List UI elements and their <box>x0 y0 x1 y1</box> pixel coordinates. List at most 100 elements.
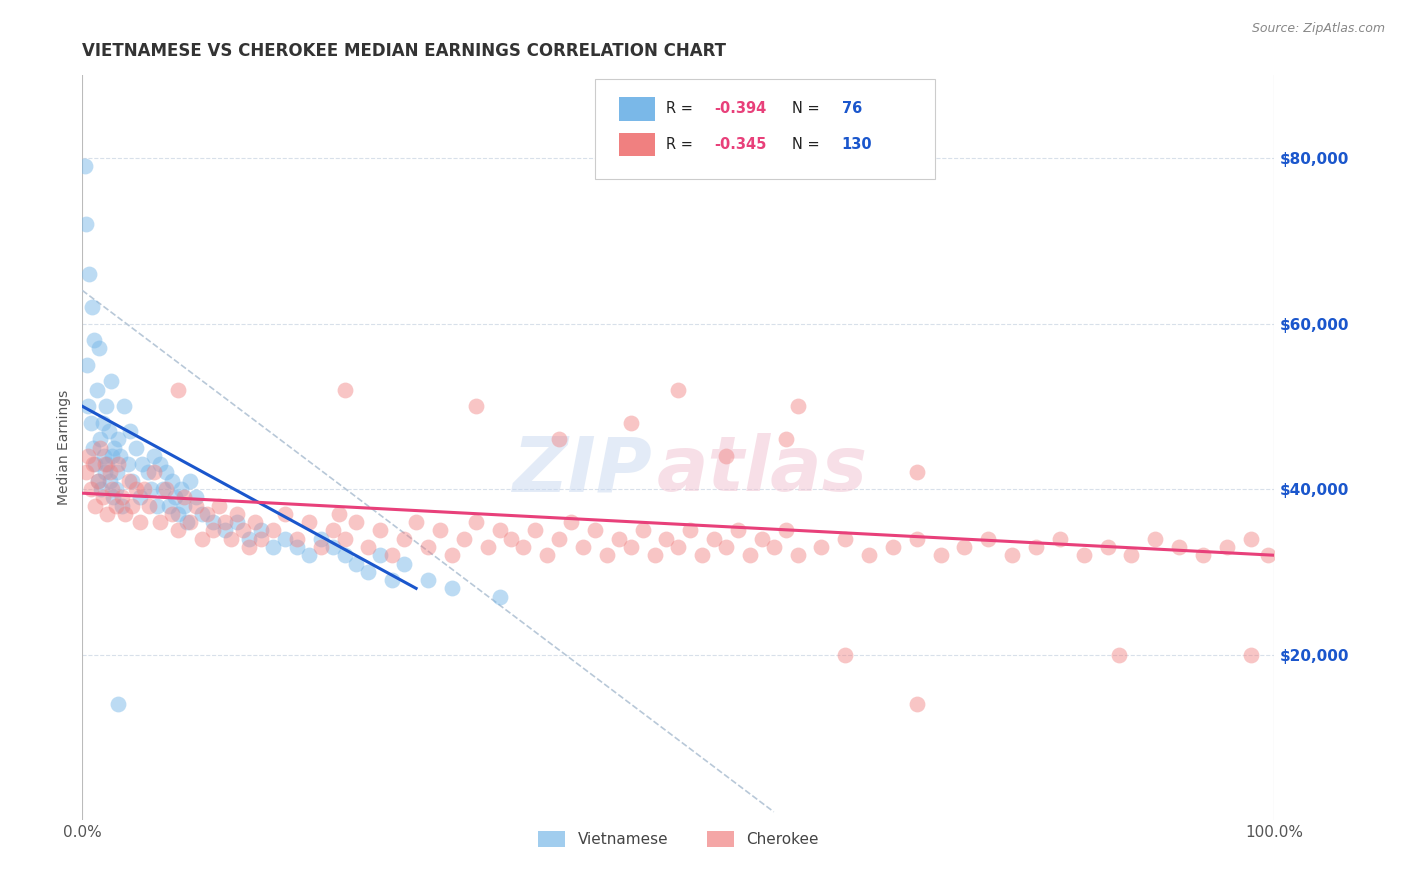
Point <box>333 532 356 546</box>
Point <box>560 515 582 529</box>
Point <box>1108 648 1130 662</box>
Point <box>184 499 207 513</box>
Point <box>357 565 380 579</box>
Point <box>416 540 439 554</box>
Point <box>90 482 112 496</box>
Point <box>370 548 392 562</box>
Point <box>75 217 97 231</box>
Point <box>905 466 928 480</box>
Point <box>381 548 404 562</box>
Point <box>118 474 141 488</box>
Point <box>834 532 856 546</box>
Point <box>285 532 308 546</box>
Point <box>238 532 260 546</box>
Point <box>1144 532 1167 546</box>
Point <box>1073 548 1095 562</box>
Point <box>125 441 148 455</box>
Point <box>405 515 427 529</box>
Point <box>173 499 195 513</box>
Point <box>94 466 117 480</box>
Point <box>666 383 689 397</box>
Point <box>76 358 98 372</box>
Point <box>1192 548 1215 562</box>
Point <box>166 383 188 397</box>
Point <box>392 532 415 546</box>
Point <box>77 399 100 413</box>
Point <box>858 548 880 562</box>
Point <box>202 524 225 538</box>
Point <box>501 532 523 546</box>
Point <box>94 399 117 413</box>
Point <box>309 540 332 554</box>
Point <box>214 515 236 529</box>
Point <box>690 548 713 562</box>
Y-axis label: Median Earnings: Median Earnings <box>58 390 72 505</box>
Point <box>149 457 172 471</box>
Point <box>80 300 103 314</box>
Point <box>103 491 125 505</box>
Point <box>160 474 183 488</box>
Point <box>488 590 510 604</box>
Point <box>82 457 104 471</box>
Point <box>86 383 108 397</box>
Point <box>298 515 321 529</box>
Text: ZIP: ZIP <box>513 433 652 507</box>
Point <box>1049 532 1071 546</box>
Point <box>786 399 808 413</box>
Point <box>98 474 121 488</box>
Point <box>381 573 404 587</box>
Text: -0.345: -0.345 <box>714 137 766 152</box>
Text: Source: ZipAtlas.com: Source: ZipAtlas.com <box>1251 22 1385 36</box>
Point <box>84 457 107 471</box>
Point <box>131 457 153 471</box>
Point <box>453 532 475 546</box>
Point <box>775 433 797 447</box>
Point <box>101 449 124 463</box>
Point <box>464 515 486 529</box>
Point <box>548 532 571 546</box>
Point <box>111 491 134 505</box>
Point <box>738 548 761 562</box>
Point <box>346 515 368 529</box>
Point <box>146 499 169 513</box>
Point <box>1239 532 1261 546</box>
Point <box>134 482 156 496</box>
Point <box>208 499 231 513</box>
Point <box>644 548 666 562</box>
Point <box>1257 548 1279 562</box>
Point <box>114 507 136 521</box>
Point <box>197 507 219 521</box>
Point <box>346 557 368 571</box>
Point <box>110 449 132 463</box>
Point <box>977 532 1000 546</box>
Point <box>703 532 725 546</box>
Point <box>429 524 451 538</box>
Text: VIETNAMESE VS CHEROKEE MEDIAN EARNINGS CORRELATION CHART: VIETNAMESE VS CHEROKEE MEDIAN EARNINGS C… <box>83 42 727 60</box>
Point <box>464 399 486 413</box>
Point <box>1025 540 1047 554</box>
Point <box>107 433 129 447</box>
Bar <box>619 133 655 156</box>
Point <box>157 499 180 513</box>
Point <box>250 524 273 538</box>
Point <box>190 507 212 521</box>
Point <box>87 474 110 488</box>
Point <box>666 540 689 554</box>
Point <box>214 524 236 538</box>
Point <box>536 548 558 562</box>
Point <box>170 482 193 496</box>
Point <box>93 449 115 463</box>
Point <box>142 466 165 480</box>
Point <box>1168 540 1191 554</box>
Point <box>333 548 356 562</box>
Point <box>392 557 415 571</box>
Point <box>762 540 785 554</box>
Point <box>91 416 114 430</box>
Point <box>607 532 630 546</box>
Bar <box>619 97 655 120</box>
Point <box>179 515 201 529</box>
Text: atlas: atlas <box>657 433 868 507</box>
Point <box>104 499 127 513</box>
Point <box>138 499 160 513</box>
Point <box>221 532 243 546</box>
